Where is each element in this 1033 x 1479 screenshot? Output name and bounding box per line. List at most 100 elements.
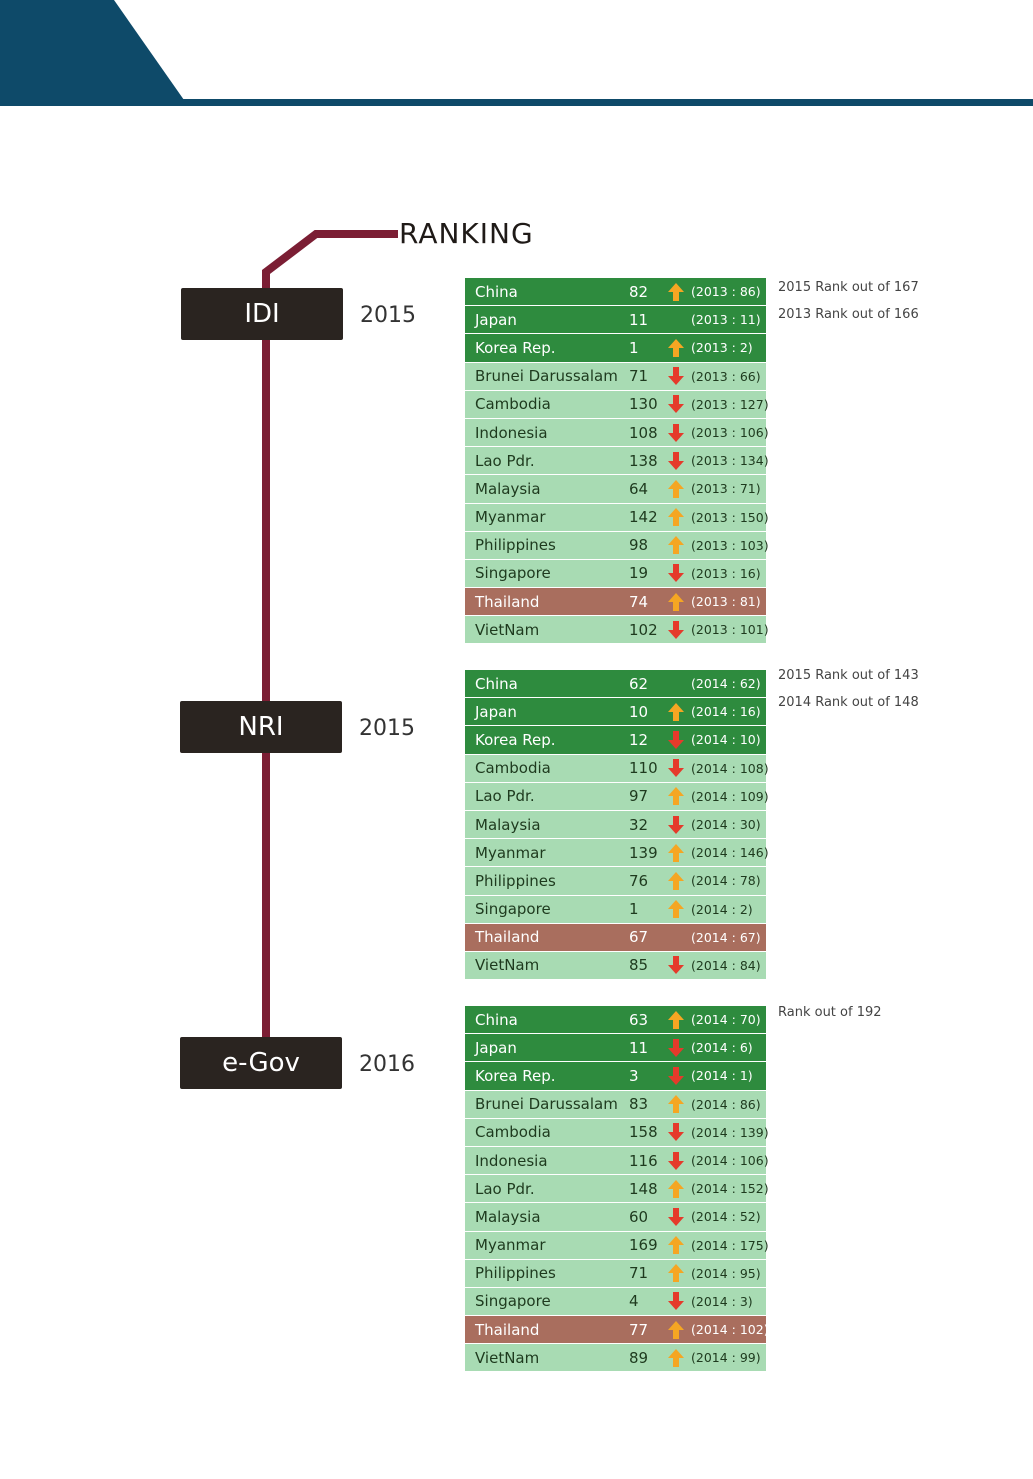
country-name: Korea Rep. bbox=[475, 1066, 556, 1085]
table-row: Indonesia 108 (2013 : 106) bbox=[465, 418, 769, 448]
previous-rank: (2013 : 81) bbox=[691, 594, 761, 610]
table-row: Brunei Darussalam 71 (2013 : 66) bbox=[465, 362, 766, 391]
country-name: Indonesia bbox=[475, 423, 548, 442]
arrow-down-icon bbox=[661, 423, 691, 443]
country-name: Malaysia bbox=[475, 815, 541, 834]
previous-rank: (2013 : 127) bbox=[691, 396, 769, 412]
table-row: Philippines 76 (2014 : 78) bbox=[465, 867, 766, 896]
ranking-table-egov: China 63 (2014 : 70) Japan 11 (2014 : 6) Korea… bbox=[465, 1006, 769, 1373]
rank-value: 97 bbox=[629, 787, 649, 806]
rank-value: 142 bbox=[629, 508, 658, 527]
rank-value: 4 bbox=[629, 1292, 639, 1311]
country-name: Philippines bbox=[475, 536, 556, 555]
arrow-up-icon bbox=[661, 1094, 691, 1114]
table-row: Korea Rep. 12 (2014 : 10) bbox=[465, 726, 766, 755]
previous-rank: (2014 : 109) bbox=[691, 788, 769, 804]
table-row: Brunei Darussalam 83 (2014 : 86) bbox=[465, 1090, 766, 1119]
rank-value: 64 bbox=[629, 479, 649, 498]
previous-rank: (2014 : 78) bbox=[691, 873, 761, 889]
country-name: Cambodia bbox=[475, 395, 551, 414]
previous-rank: (2013 : 106) bbox=[691, 425, 769, 441]
previous-rank: (2013 : 71) bbox=[691, 481, 761, 497]
table-row: Indonesia 116 (2014 : 106) bbox=[465, 1146, 769, 1176]
country-name: Cambodia bbox=[475, 1123, 551, 1142]
country-name: Brunei Darussalam bbox=[475, 1095, 618, 1114]
country-name: Korea Rep. bbox=[475, 730, 556, 749]
table-row: Lao Pdr. 148 (2014 : 152) bbox=[465, 1175, 769, 1204]
table-row: Singapore 19 (2013 : 16) bbox=[465, 559, 766, 589]
table-row: Cambodia 110 (2014 : 108) bbox=[465, 754, 769, 783]
note-egov-1: Rank out of 192 bbox=[778, 1005, 882, 1020]
section-year-nri: 2015 bbox=[359, 716, 415, 741]
arrow-up-icon bbox=[661, 507, 691, 527]
previous-rank: (2014 : 16) bbox=[691, 704, 761, 720]
rank-value: 1 bbox=[629, 900, 639, 919]
arrow-down-icon bbox=[661, 394, 691, 414]
previous-rank: (2013 : 134) bbox=[691, 453, 769, 469]
rank-value: 10 bbox=[629, 702, 649, 721]
rank-value: 76 bbox=[629, 871, 649, 890]
table-row: Cambodia 158 (2014 : 139) bbox=[465, 1118, 769, 1147]
previous-rank: (2013 : 86) bbox=[691, 284, 761, 300]
table-row: Myanmar 142 (2013 : 150) bbox=[465, 503, 769, 532]
arrow-up-icon bbox=[661, 1235, 691, 1255]
arrow-up-icon bbox=[661, 871, 691, 891]
rank-value: 71 bbox=[629, 367, 649, 386]
table-row: Lao Pdr. 97 (2014 : 109) bbox=[465, 782, 769, 811]
header-bar bbox=[0, 99, 1033, 106]
section-year-idi: 2015 bbox=[360, 303, 416, 328]
rank-value: 32 bbox=[629, 815, 649, 834]
table-row: Lao Pdr. 138 (2013 : 134) bbox=[465, 447, 769, 476]
arrow-down-icon bbox=[661, 815, 691, 835]
country-name: Japan bbox=[475, 702, 517, 721]
country-name: Singapore bbox=[475, 564, 551, 583]
arrow-down-icon bbox=[661, 1291, 691, 1311]
ranking-table-nri: China 62 (2014 : 62) Japan 10 (2014 : 16) Kore… bbox=[465, 670, 769, 981]
table-row: Myanmar 169 (2014 : 175) bbox=[465, 1231, 769, 1260]
country-name: China bbox=[475, 674, 518, 693]
rank-value: 19 bbox=[629, 564, 649, 583]
table-row: Philippines 71 (2014 : 95) bbox=[465, 1259, 766, 1288]
table-row: China 82 (2013 : 86) bbox=[465, 278, 766, 307]
previous-rank: (2014 : 86) bbox=[691, 1096, 761, 1112]
country-name: Thailand bbox=[475, 592, 540, 611]
table-row: Japan 10 (2014 : 16) bbox=[465, 698, 766, 727]
arrow-up-icon bbox=[661, 1320, 691, 1340]
table-row: Philippines 98 (2013 : 103) bbox=[465, 531, 769, 560]
rank-value: 62 bbox=[629, 674, 649, 693]
rank-value: 77 bbox=[629, 1320, 649, 1339]
arrow-up-icon bbox=[661, 702, 691, 722]
previous-rank: (2014 : 10) bbox=[691, 732, 761, 748]
country-name: Indonesia bbox=[475, 1151, 548, 1170]
table-row: Korea Rep. 3 (2014 : 1) bbox=[465, 1062, 766, 1091]
arrow-down-icon bbox=[661, 1207, 691, 1227]
country-name: Myanmar bbox=[475, 508, 546, 527]
rank-value: 116 bbox=[629, 1151, 658, 1170]
rank-value: 98 bbox=[629, 536, 649, 555]
arrow-down-icon bbox=[661, 730, 691, 750]
previous-rank: (2013 : 101) bbox=[691, 622, 769, 638]
previous-rank: (2014 : 67) bbox=[691, 929, 761, 945]
arrow-up-icon bbox=[661, 338, 691, 358]
rank-value: 12 bbox=[629, 730, 649, 749]
previous-rank: (2013 : 150) bbox=[691, 509, 769, 525]
previous-rank: (2014 : 52) bbox=[691, 1209, 761, 1225]
rank-value: 138 bbox=[629, 451, 658, 470]
previous-rank: (2014 : 102) bbox=[691, 1322, 769, 1338]
country-name: VietNam bbox=[475, 1348, 540, 1367]
previous-rank: (2014 : 146) bbox=[691, 845, 769, 861]
rank-value: 60 bbox=[629, 1207, 649, 1226]
country-name: Lao Pdr. bbox=[475, 787, 535, 806]
rank-value: 11 bbox=[629, 1038, 649, 1057]
rank-value: 102 bbox=[629, 620, 658, 639]
previous-rank: (2014 : 62) bbox=[691, 676, 761, 692]
country-name: China bbox=[475, 282, 518, 301]
previous-rank: (2013 : 2) bbox=[691, 340, 753, 356]
table-row: China 63 (2014 : 70) bbox=[465, 1006, 766, 1035]
country-name: Singapore bbox=[475, 1292, 551, 1311]
previous-rank: (2014 : 6) bbox=[691, 1040, 753, 1056]
table-row: Malaysia 64 (2013 : 71) bbox=[465, 475, 766, 504]
table-row: VietNam 85 (2014 : 84) bbox=[465, 951, 766, 981]
arrow-up-icon bbox=[661, 786, 691, 806]
previous-rank: (2014 : 99) bbox=[691, 1350, 761, 1366]
